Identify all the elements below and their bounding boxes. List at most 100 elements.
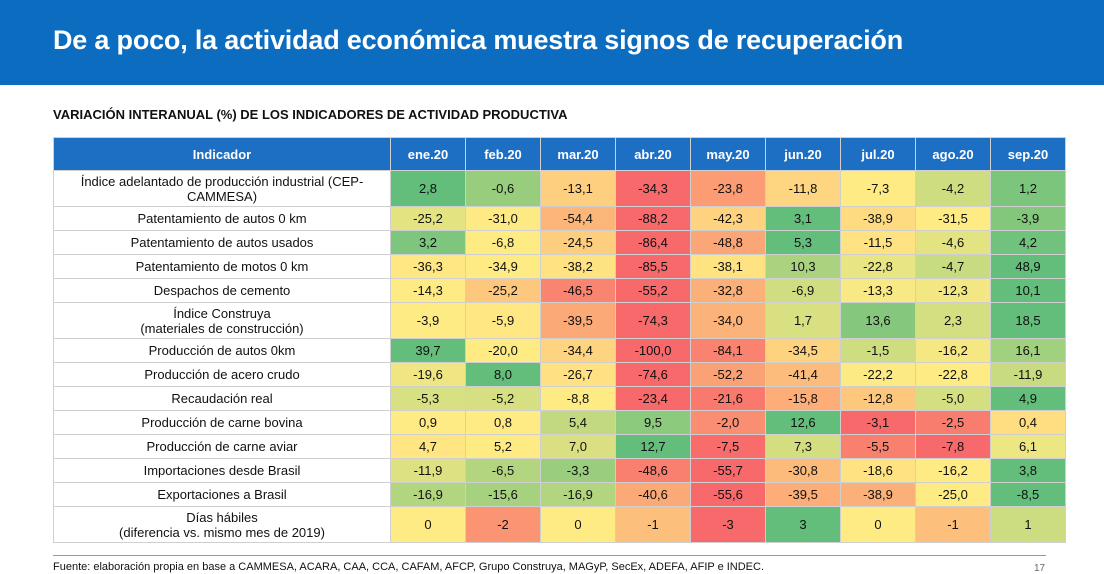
- value-cell: -1: [915, 506, 991, 543]
- value-cell: -2: [465, 506, 541, 543]
- value-cell: -6,5: [465, 458, 541, 483]
- value-cell: 0,4: [990, 410, 1066, 435]
- table-row: Producción de carne aviar 4,7 5,2 7,0 12,7 -7…: [53, 434, 1066, 459]
- value-cell: -5,3: [390, 386, 466, 411]
- value-cell: -39,5: [540, 302, 616, 339]
- value-cell: -7,3: [840, 170, 916, 207]
- value-cell: -6,8: [465, 230, 541, 255]
- value-cell: -39,5: [765, 482, 841, 507]
- value-cell: -86,4: [615, 230, 691, 255]
- table-row: Patentamiento de motos 0 km -36,3 -34,9 -38…: [53, 254, 1066, 279]
- value-cell: -23,8: [690, 170, 766, 207]
- value-cell: -8,5: [990, 482, 1066, 507]
- value-cell: -5,9: [465, 302, 541, 339]
- value-cell: -100,0: [615, 338, 691, 363]
- value-cell: 0: [540, 506, 616, 543]
- value-cell: -7,5: [690, 434, 766, 459]
- value-cell: -3,1: [840, 410, 916, 435]
- table-header-row: Indicador ene.20 feb.20 mar.20 abr.20 may.20…: [53, 137, 1066, 171]
- value-cell: -55,2: [615, 278, 691, 303]
- header-indicator: Indicador: [53, 137, 391, 171]
- value-cell: -5,2: [465, 386, 541, 411]
- value-cell: -19,6: [390, 362, 466, 387]
- header-month: jul.20: [840, 137, 916, 171]
- indicator-label: Despachos de cemento: [53, 278, 391, 303]
- indicator-label: Índice Construya (materiales de construc…: [53, 302, 391, 339]
- value-cell: -11,8: [765, 170, 841, 207]
- value-cell: -16,9: [390, 482, 466, 507]
- value-cell: -21,6: [690, 386, 766, 411]
- value-cell: -22,8: [840, 254, 916, 279]
- value-cell: -42,3: [690, 206, 766, 231]
- value-cell: -14,3: [390, 278, 466, 303]
- title-banner: De a poco, la actividad económica muestr…: [0, 0, 1104, 85]
- table-row: Índice Construya (materiales de construc…: [53, 302, 1066, 339]
- value-cell: -34,3: [615, 170, 691, 207]
- page-title: De a poco, la actividad económica muestr…: [53, 25, 903, 55]
- value-cell: 7,0: [540, 434, 616, 459]
- value-cell: -22,2: [840, 362, 916, 387]
- value-cell: 8,0: [465, 362, 541, 387]
- table-row: Recaudación real -5,3 -5,2 -8,8 -23,4 -21,6 -1…: [53, 386, 1066, 411]
- value-cell: -84,1: [690, 338, 766, 363]
- value-cell: 13,6: [840, 302, 916, 339]
- table-row: Patentamiento de autos usados 3,2 -6,8 -24,…: [53, 230, 1066, 255]
- value-cell: -3,9: [390, 302, 466, 339]
- table-row: Despachos de cemento -14,3 -25,2 -46,5 -55,2…: [53, 278, 1066, 303]
- value-cell: -4,7: [915, 254, 991, 279]
- value-cell: -20,0: [465, 338, 541, 363]
- value-cell: 4,7: [390, 434, 466, 459]
- value-cell: -38,2: [540, 254, 616, 279]
- value-cell: 5,3: [765, 230, 841, 255]
- value-cell: 1,7: [765, 302, 841, 339]
- value-cell: -13,3: [840, 278, 916, 303]
- indicator-label: Patentamiento de autos usados: [53, 230, 391, 255]
- value-cell: 1,2: [990, 170, 1066, 207]
- value-cell: -5,0: [915, 386, 991, 411]
- value-cell: -23,4: [615, 386, 691, 411]
- indicator-label: Importaciones desde Brasil: [53, 458, 391, 483]
- value-cell: -31,5: [915, 206, 991, 231]
- value-cell: 0: [840, 506, 916, 543]
- value-cell: 18,5: [990, 302, 1066, 339]
- value-cell: -11,9: [390, 458, 466, 483]
- value-cell: 12,7: [615, 434, 691, 459]
- value-cell: 39,7: [390, 338, 466, 363]
- value-cell: 2,8: [390, 170, 466, 207]
- value-cell: 10,3: [765, 254, 841, 279]
- value-cell: -52,2: [690, 362, 766, 387]
- table-row: Exportaciones a Brasil -16,9 -15,6 -16,9 -40…: [53, 482, 1066, 507]
- value-cell: -16,2: [915, 458, 991, 483]
- value-cell: 6,1: [990, 434, 1066, 459]
- value-cell: -4,2: [915, 170, 991, 207]
- value-cell: 0,9: [390, 410, 466, 435]
- table-row: Días hábiles (diferencia vs. mismo mes d…: [53, 506, 1066, 543]
- value-cell: -0,6: [465, 170, 541, 207]
- value-cell: -85,5: [615, 254, 691, 279]
- value-cell: -15,8: [765, 386, 841, 411]
- value-cell: 2,3: [915, 302, 991, 339]
- table-row: Producción de acero crudo -19,6 8,0 -26,7 -7…: [53, 362, 1066, 387]
- value-cell: -25,2: [390, 206, 466, 231]
- value-cell: -34,4: [540, 338, 616, 363]
- indicator-label: Patentamiento de motos 0 km: [53, 254, 391, 279]
- value-cell: -30,8: [765, 458, 841, 483]
- table-subtitle: VARIACIÓN INTERANUAL (%) DE LOS INDICADO…: [53, 107, 568, 122]
- value-cell: -32,8: [690, 278, 766, 303]
- header-month: may.20: [690, 137, 766, 171]
- value-cell: -38,9: [840, 206, 916, 231]
- value-cell: 48,9: [990, 254, 1066, 279]
- value-cell: -24,5: [540, 230, 616, 255]
- table-row: Producción de autos 0km 39,7 -20,0 -34,4 -10…: [53, 338, 1066, 363]
- value-cell: -6,9: [765, 278, 841, 303]
- value-cell: -1,5: [840, 338, 916, 363]
- header-month: abr.20: [615, 137, 691, 171]
- value-cell: -41,4: [765, 362, 841, 387]
- header-month: jun.20: [765, 137, 841, 171]
- value-cell: -16,2: [915, 338, 991, 363]
- value-cell: -12,8: [840, 386, 916, 411]
- value-cell: -34,9: [465, 254, 541, 279]
- value-cell: -48,6: [615, 458, 691, 483]
- value-cell: 3: [765, 506, 841, 543]
- value-cell: 3,2: [390, 230, 466, 255]
